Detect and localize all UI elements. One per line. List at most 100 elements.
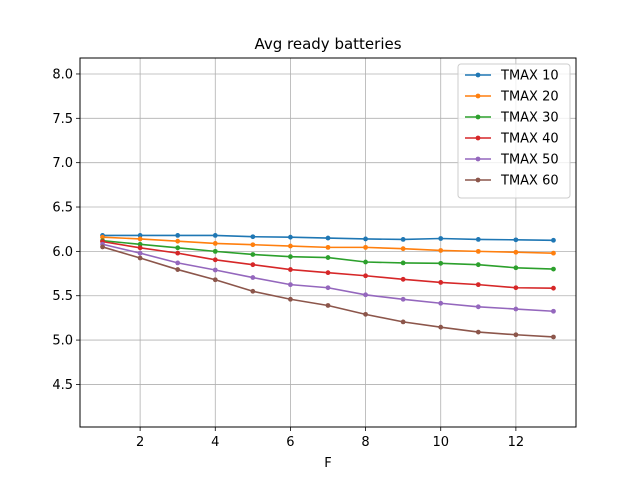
- x-tick-label: 2: [136, 435, 144, 450]
- data-point: [513, 249, 519, 255]
- data-point: [212, 240, 218, 246]
- data-point: [513, 285, 519, 291]
- data-point: [438, 300, 444, 306]
- data-point: [212, 277, 218, 283]
- data-point: [137, 241, 143, 247]
- data-point: [175, 233, 181, 238]
- data-point: [212, 267, 218, 273]
- data-point: [175, 250, 181, 256]
- x-tick-label: 12: [508, 435, 525, 450]
- legend-label: TMAX 20: [500, 90, 559, 105]
- data-point: [551, 250, 556, 256]
- data-point: [438, 324, 444, 330]
- data-point: [325, 235, 331, 241]
- x-tick-label: 10: [432, 435, 449, 450]
- data-point: [250, 262, 256, 268]
- data-point: [325, 303, 331, 308]
- y-tick-label: 7.0: [52, 156, 73, 171]
- data-point: [438, 248, 444, 253]
- chart-title: Avg ready batteries: [254, 35, 401, 53]
- data-point: [400, 319, 406, 325]
- legend-label: TMAX 40: [500, 132, 559, 147]
- data-point: [551, 285, 556, 291]
- data-point: [551, 334, 556, 340]
- legend-label: TMAX 60: [500, 174, 559, 189]
- data-point: [475, 304, 481, 310]
- legend-label: TMAX 10: [500, 69, 559, 84]
- legend-marker: [475, 177, 481, 183]
- data-point: [551, 237, 556, 243]
- legend-marker: [475, 114, 481, 120]
- legend-label: TMAX 30: [500, 111, 559, 126]
- data-point: [212, 233, 218, 238]
- data-point: [513, 306, 519, 312]
- data-point: [363, 273, 368, 279]
- data-point: [513, 332, 519, 338]
- data-point: [175, 238, 181, 244]
- y-tick-label: 7.5: [52, 112, 73, 127]
- legend-entry: TMAX 40: [465, 132, 559, 147]
- data-point: [250, 252, 256, 257]
- data-point: [212, 257, 218, 263]
- data-point: [400, 246, 406, 252]
- data-point: [551, 266, 556, 272]
- data-point: [250, 234, 256, 240]
- data-point: [400, 296, 406, 302]
- data-point: [100, 244, 105, 250]
- legend-label: TMAX 50: [500, 153, 559, 168]
- data-point: [363, 259, 368, 265]
- legend-marker: [475, 93, 481, 99]
- legend-marker: [475, 156, 481, 162]
- data-point: [438, 280, 444, 285]
- data-point: [288, 296, 293, 302]
- data-point: [137, 245, 143, 251]
- x-axis-label: F: [324, 456, 331, 471]
- data-point: [325, 285, 331, 291]
- data-point: [288, 234, 293, 240]
- legend-marker: [475, 135, 481, 141]
- x-tick-label: 4: [211, 435, 219, 450]
- data-point: [250, 275, 256, 280]
- data-point: [513, 237, 519, 243]
- series-tmax-10: [100, 233, 556, 243]
- data-point: [475, 262, 481, 268]
- data-point: [551, 308, 556, 314]
- data-point: [438, 260, 444, 266]
- data-point: [325, 255, 331, 260]
- data-point: [137, 233, 143, 238]
- series-tmax-30: [100, 238, 556, 272]
- data-point: [400, 276, 406, 282]
- legend-entry: TMAX 20: [465, 90, 559, 105]
- data-point: [137, 255, 143, 261]
- y-tick-label: 6.5: [52, 201, 73, 216]
- data-point: [363, 292, 368, 298]
- data-point: [288, 267, 293, 272]
- data-point: [400, 236, 406, 242]
- series-line: [102, 243, 554, 313]
- data-point: [325, 244, 331, 250]
- series-tmax-50: [100, 241, 556, 314]
- tick-layer: 2 4 6 8 10 12 4.5 5.0 5.5 6.0 6.5 7.0 7.5 8.0: [52, 67, 524, 450]
- data-point: [363, 244, 368, 250]
- data-point: [363, 311, 368, 317]
- legend-marker: [475, 72, 481, 78]
- data-point: [475, 236, 481, 242]
- data-point: [475, 329, 481, 335]
- data-point: [288, 254, 293, 260]
- plot-frame: [79, 57, 577, 428]
- data-point: [325, 270, 331, 276]
- data-point: [363, 236, 368, 242]
- y-tick-label: 5.0: [52, 334, 73, 349]
- data-point: [137, 236, 143, 242]
- series-tmax-20: [100, 234, 556, 256]
- data-point: [175, 245, 181, 251]
- data-point: [288, 243, 293, 249]
- y-tick-label: 8.0: [52, 67, 73, 82]
- legend-entry: TMAX 60: [465, 174, 559, 189]
- legend-entry: TMAX 30: [465, 111, 559, 126]
- data-point: [100, 234, 105, 240]
- data-point: [438, 236, 444, 241]
- y-tick-label: 5.5: [52, 289, 73, 304]
- data-point: [175, 267, 181, 272]
- data-point: [475, 248, 481, 254]
